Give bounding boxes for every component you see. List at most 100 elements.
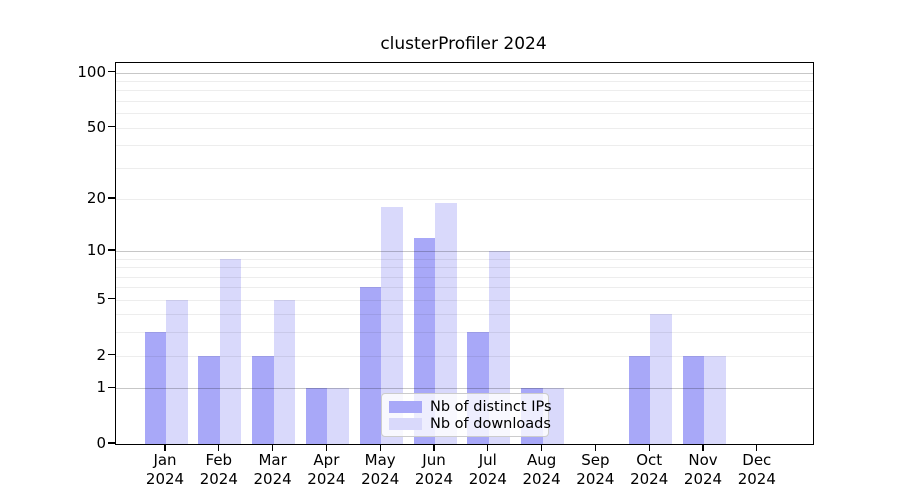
x-tick-jan <box>164 444 166 451</box>
bar-distinct-ips-apr <box>305 388 328 444</box>
month-label: Feb <box>205 451 233 469</box>
y-tick-label-5: 5 <box>96 289 106 308</box>
x-tick-jul <box>487 444 489 451</box>
bar-downloads-jun <box>435 202 457 444</box>
y-tick-50 <box>108 125 115 128</box>
x-tick-aug <box>541 444 543 451</box>
year-label: 2024 <box>145 470 185 488</box>
plot-area: Nb of distinct IPs Nb of downloads <box>115 62 814 445</box>
gridline-40 <box>116 145 813 147</box>
year-label: 2024 <box>414 470 454 488</box>
bar-downloads-feb <box>219 258 242 444</box>
y-tick-label-1: 1 <box>96 378 106 397</box>
y-tick-10 <box>108 249 115 251</box>
legend-label-distinct-ips: Nb of distinct IPs <box>430 398 552 415</box>
gridline-80 <box>116 90 813 92</box>
x-tick-label-feb: Feb 2024 <box>189 451 249 489</box>
y-tick-1 <box>108 386 115 388</box>
legend: Nb of distinct IPs Nb of downloads <box>381 393 552 437</box>
gridline-30 <box>116 167 813 169</box>
bar-downloads-may <box>381 206 403 444</box>
month-label: Jun <box>422 451 446 469</box>
x-tick-oct <box>648 444 650 451</box>
year-label: 2024 <box>468 470 507 488</box>
year-label: 2024 <box>307 470 346 488</box>
y-tick-label-100: 100 <box>77 62 106 81</box>
bar-distinct-ips-nov <box>682 355 704 444</box>
x-tick-label-oct: Oct 2024 <box>619 451 679 489</box>
bar-distinct-ips-oct <box>628 355 651 444</box>
year-label: 2024 <box>361 470 400 488</box>
bar-distinct-ips-jan <box>144 332 166 444</box>
year-label: 2024 <box>683 470 723 488</box>
legend-row-distinct-ips: Nb of distinct IPs <box>389 399 552 415</box>
y-tick-label-20: 20 <box>86 188 106 207</box>
month-label: Jan <box>153 451 177 469</box>
x-tick-mar <box>272 444 274 451</box>
gridline-20 <box>116 198 813 200</box>
month-label: Jul <box>478 451 497 469</box>
y-tick-0 <box>108 442 115 444</box>
year-label: 2024 <box>199 470 238 488</box>
downloads-swatch <box>389 417 422 430</box>
x-tick-label-may: May 2024 <box>350 451 410 489</box>
x-tick-sep <box>594 444 596 451</box>
bar-downloads-jan <box>166 299 188 444</box>
month-label: Mar <box>258 451 287 469</box>
gridline-10 <box>116 250 813 252</box>
month-label: Sep <box>581 451 610 469</box>
x-tick-apr <box>325 444 327 451</box>
bar-distinct-ips-may <box>359 287 382 444</box>
year-label: 2024 <box>737 470 776 488</box>
gridline-100 <box>116 72 813 74</box>
gridline-70 <box>116 100 813 102</box>
x-tick-feb <box>218 444 220 451</box>
month-label: Dec <box>742 451 772 469</box>
month-label: Apr <box>313 451 340 469</box>
month-label: May <box>364 451 396 469</box>
x-tick-label-jan: Jan 2024 <box>135 451 195 489</box>
bar-downloads-oct <box>650 314 672 444</box>
gridline-60 <box>116 113 813 115</box>
x-tick-label-nov: Nov 2024 <box>673 451 733 489</box>
month-label: Aug <box>526 451 557 469</box>
month-label: Oct <box>636 451 663 469</box>
y-tick-label-2: 2 <box>96 345 106 364</box>
y-tick-label-0: 0 <box>96 434 106 452</box>
bar-distinct-ips-feb <box>198 355 220 444</box>
gridline-90 <box>116 80 813 82</box>
y-tick-label-10: 10 <box>86 240 106 259</box>
x-tick-may <box>379 444 381 451</box>
x-tick-label-aug: Aug 2024 <box>512 451 572 489</box>
x-tick-dec <box>756 444 758 451</box>
bar-distinct-ips-jun <box>413 237 435 444</box>
year-label: 2024 <box>253 470 292 488</box>
legend-label-downloads: Nb of downloads <box>430 415 551 432</box>
x-tick-nov <box>702 444 704 451</box>
x-tick-label-jun: Jun 2024 <box>404 451 464 489</box>
y-tick-2 <box>108 353 115 356</box>
x-tick-label-sep: Sep 2024 <box>565 451 625 489</box>
year-label: 2024 <box>522 470 561 488</box>
bar-distinct-ips-mar <box>252 355 274 444</box>
x-tick-label-apr: Apr 2024 <box>296 451 356 489</box>
legend-row-downloads: Nb of downloads <box>389 416 551 432</box>
y-tick-100 <box>108 70 115 73</box>
x-tick-label-mar: Mar 2024 <box>243 451 303 489</box>
x-tick-jun <box>433 444 435 451</box>
x-tick-label-jul: Jul 2024 <box>458 451 518 489</box>
bar-downloads-apr <box>327 388 349 444</box>
gridline-50 <box>116 127 813 129</box>
y-tick-20 <box>108 197 115 199</box>
chart-title: clusterProfiler 2024 <box>380 34 547 54</box>
year-label: 2024 <box>630 470 669 488</box>
bar-downloads-nov <box>704 355 726 444</box>
year-label: 2024 <box>576 470 615 488</box>
distinct-ips-swatch <box>389 400 422 413</box>
y-tick-5 <box>108 298 115 300</box>
y-tick-label-50: 50 <box>86 117 106 136</box>
x-tick-label-dec: Dec 2024 <box>727 451 787 489</box>
month-label: Nov <box>688 451 718 469</box>
bar-downloads-mar <box>273 299 296 444</box>
